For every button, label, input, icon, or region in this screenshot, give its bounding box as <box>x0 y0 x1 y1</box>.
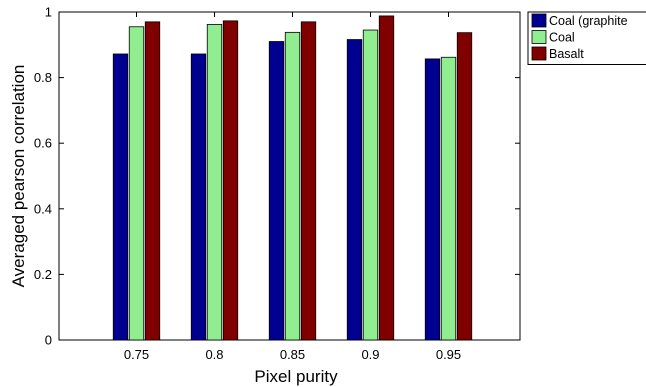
bars-group <box>112 15 473 341</box>
legend-label: Coal <box>549 31 575 45</box>
bar <box>424 58 441 341</box>
bar <box>346 39 363 341</box>
y-tick-label: 0 <box>45 333 52 348</box>
legend-box <box>527 11 646 65</box>
legend-swatch <box>531 46 547 61</box>
bar <box>128 26 145 341</box>
bar <box>190 53 207 341</box>
bar <box>206 24 223 341</box>
x-tick-label: 0.85 <box>280 347 305 362</box>
y-tick-label: 0.2 <box>34 267 52 282</box>
bar <box>362 29 379 341</box>
bar <box>144 21 161 341</box>
y-tick-label: 1 <box>45 5 52 20</box>
x-axis: 0.75 0.8 0.85 0.9 0.95 <box>124 12 461 362</box>
y-axis-title: Averaged pearson correlation <box>9 65 28 288</box>
y-tick-label: 0.8 <box>34 70 52 85</box>
x-tick-label: 0.9 <box>361 347 379 362</box>
legend-label: Coal (graphite <box>549 14 628 28</box>
y-tick-label: 0.6 <box>34 136 52 151</box>
bar <box>222 20 239 341</box>
legend-swatch <box>531 30 547 44</box>
legend: Coal (graphite Coal Basalt <box>527 11 646 65</box>
x-axis-title: Pixel purity <box>254 367 338 386</box>
bar <box>440 56 457 341</box>
x-tick-label: 0.95 <box>436 347 461 362</box>
bar <box>456 32 473 341</box>
y-tick-label: 0.4 <box>34 201 52 216</box>
legend-swatch <box>531 13 547 28</box>
bar <box>378 15 395 341</box>
bar <box>112 53 129 341</box>
x-tick-label: 0.8 <box>205 347 223 362</box>
legend-label: Basalt <box>549 47 584 61</box>
bar <box>268 41 285 341</box>
bar <box>284 31 301 341</box>
y-axis: 0 0.2 0.4 0.6 0.8 1 <box>34 5 520 348</box>
bar <box>300 21 317 341</box>
x-tick-label: 0.75 <box>124 347 149 362</box>
